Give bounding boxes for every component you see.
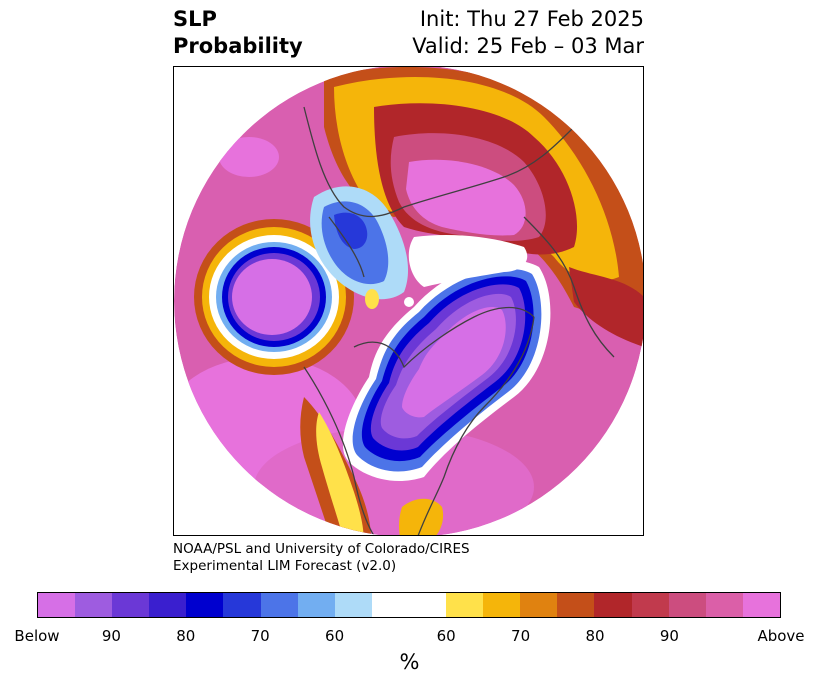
probability-map [173,66,644,536]
above-red-asia [569,267,643,347]
date-info: Init: Thu 27 Feb 2025 Valid: 25 Feb – 03… [412,6,644,60]
valid-range: Valid: 25 Feb – 03 Mar [412,34,644,58]
colorbar-segment [223,593,261,617]
above-max-pacific [219,137,279,177]
product-label: Probability [173,34,303,58]
colorbar-segment [446,593,484,617]
colorbar-tick-label: 70 [511,627,531,645]
west-coast-yellow-tongue [316,412,364,535]
colorbar-segment [260,593,298,617]
colorbar-tick-label: 90 [659,627,679,645]
colorbar-segment [594,593,632,617]
chart-title: SLP Probability [173,6,303,60]
colorbar-segment [371,593,447,617]
colorbar-segment [705,593,743,617]
colorbar-segment [112,593,150,617]
colorbar-segment [668,593,706,617]
colorbar-segment [38,593,76,617]
colorbar-segment [334,593,372,617]
colorbar-segment [742,593,780,617]
aleutian-low-core [232,259,312,335]
colorbar-segment [483,593,521,617]
colorbar-segment [186,593,224,617]
coastlines [303,106,635,535]
coastline-east-namerica [413,316,535,535]
colorbar-segment [149,593,187,617]
colorbar-tick-label: 90 [101,627,121,645]
coastline-europe [523,216,615,358]
gulf-yellow-patch [399,498,443,535]
colorbar-segment [297,593,335,617]
coastline-siberia [403,126,575,208]
colorbar-segment [520,593,558,617]
credit-line-1: NOAA/PSL and University of Colorado/CIRE… [173,541,470,557]
colorbar [37,592,781,618]
coastline-arctic-canada [353,306,535,369]
variable-label: SLP [173,7,217,31]
colorbar-tick-label: Above [757,627,805,645]
credit-line-2: Experimental LIM Forecast (v2.0) [173,558,397,574]
coastline-west-namerica [303,366,385,535]
colorbar-tick-label: 60 [436,627,456,645]
colorbar-segment [75,593,113,617]
data-credit: NOAA/PSL and University of Colorado/CIRE… [173,541,470,575]
colorbar-unit: % [399,650,420,674]
init-date: Init: Thu 27 Feb 2025 [419,7,644,31]
coastline-east-asia [303,106,405,218]
colorbar-tick-label: 80 [585,627,605,645]
labrador-blue-core [334,212,368,249]
north-pole-marker [404,297,414,307]
namerica-low-core [402,307,506,418]
coastline-greenland [328,216,365,278]
colorbar-segment [631,593,669,617]
colorbar-tick-label: 70 [250,627,270,645]
colorbar-tick-label: 60 [325,627,345,645]
colorbar-ticks: Below 90 80 70 60 60 70 80 90 Above [0,627,819,647]
above-max-siberia [406,159,526,236]
arctic-white-zone [408,235,528,287]
colorbar-segment [557,593,595,617]
arctic-yellow-spot [365,289,379,309]
colorbar-tick-label: Below [14,627,60,645]
colorbar-tick-label: 80 [176,627,196,645]
polar-map-canvas [174,67,643,535]
